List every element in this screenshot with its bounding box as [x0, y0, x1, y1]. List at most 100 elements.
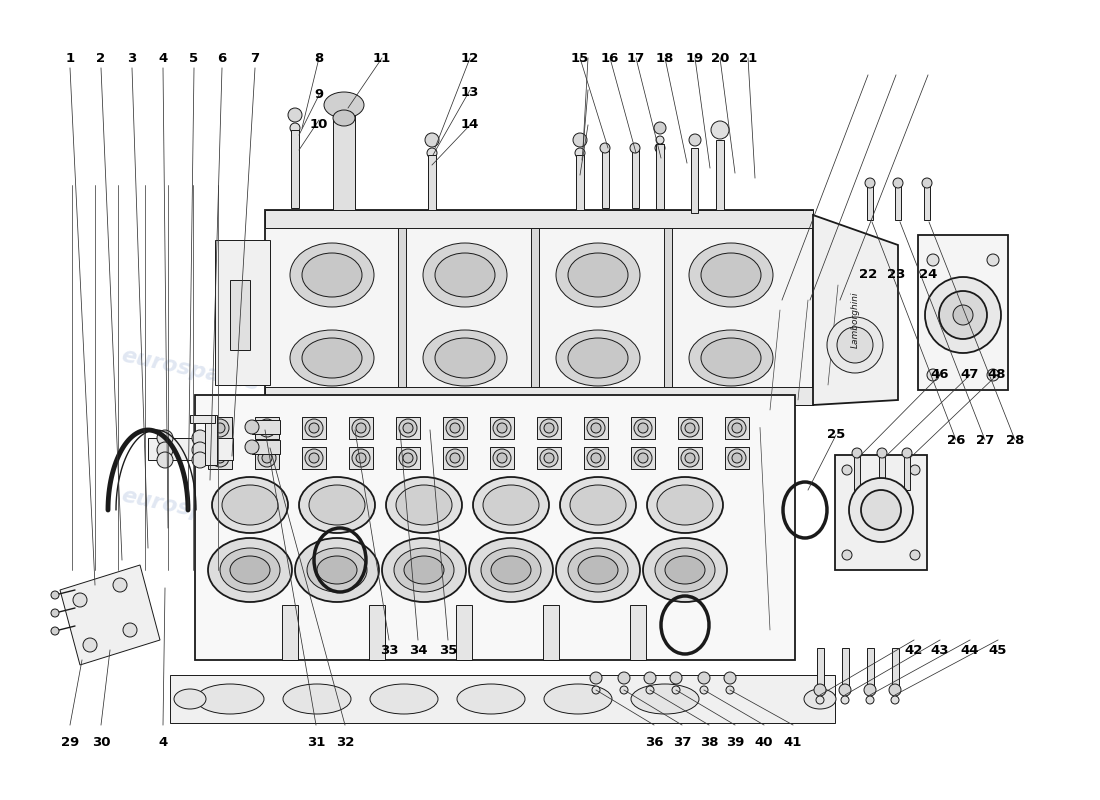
Bar [208, 417, 232, 439]
Bar [904, 455, 910, 490]
Text: 36: 36 [645, 735, 663, 749]
Circle shape [889, 684, 901, 696]
Bar [584, 417, 608, 439]
Circle shape [866, 696, 874, 704]
Circle shape [356, 453, 366, 463]
Circle shape [698, 672, 710, 684]
Bar [842, 648, 849, 686]
Ellipse shape [290, 330, 374, 386]
Circle shape [591, 453, 601, 463]
Text: 39: 39 [726, 735, 745, 749]
Bar [265, 210, 813, 228]
Bar [302, 447, 326, 469]
Bar [584, 447, 608, 469]
Circle shape [842, 465, 852, 475]
Ellipse shape [647, 477, 723, 533]
Circle shape [245, 440, 258, 454]
Circle shape [700, 686, 708, 694]
Circle shape [728, 419, 746, 437]
Bar [691, 148, 698, 213]
Circle shape [587, 449, 605, 467]
Text: 6: 6 [218, 51, 227, 65]
Circle shape [192, 452, 208, 468]
Bar [817, 648, 824, 686]
Ellipse shape [307, 548, 367, 592]
Bar [835, 455, 927, 570]
Circle shape [711, 121, 729, 139]
Circle shape [728, 449, 746, 467]
Text: eurospares: eurospares [119, 486, 261, 534]
Bar [924, 185, 930, 220]
Bar [368, 605, 385, 660]
Bar [195, 395, 795, 660]
Circle shape [902, 448, 912, 458]
Ellipse shape [473, 477, 549, 533]
Text: 35: 35 [439, 643, 458, 657]
Circle shape [910, 550, 920, 560]
Text: 33: 33 [379, 643, 398, 657]
Text: 1: 1 [65, 51, 75, 65]
Ellipse shape [568, 338, 628, 378]
Circle shape [893, 178, 903, 188]
Bar [602, 148, 609, 208]
Circle shape [987, 254, 999, 266]
Circle shape [157, 452, 173, 468]
Bar [214, 240, 270, 385]
Ellipse shape [299, 477, 375, 533]
Ellipse shape [208, 538, 292, 602]
Circle shape [590, 672, 602, 684]
Circle shape [927, 254, 939, 266]
Ellipse shape [556, 330, 640, 386]
Ellipse shape [491, 556, 531, 584]
Ellipse shape [434, 253, 495, 297]
Text: Lamborghini: Lamborghini [850, 292, 859, 348]
Circle shape [113, 578, 127, 592]
Bar [252, 420, 280, 434]
Circle shape [724, 672, 736, 684]
Ellipse shape [469, 538, 553, 602]
Ellipse shape [309, 485, 365, 525]
Text: 47: 47 [960, 369, 979, 382]
Bar [230, 280, 250, 350]
Circle shape [587, 419, 605, 437]
Bar [725, 447, 749, 469]
Text: 26: 26 [947, 434, 965, 446]
Bar [148, 438, 233, 460]
Ellipse shape [370, 684, 438, 714]
Ellipse shape [701, 253, 761, 297]
Bar [456, 605, 472, 660]
Circle shape [842, 550, 852, 560]
Bar [302, 417, 326, 439]
Circle shape [953, 305, 974, 325]
Bar [490, 447, 514, 469]
Ellipse shape [222, 485, 278, 525]
Ellipse shape [689, 330, 773, 386]
Circle shape [861, 490, 901, 530]
Text: eurospares: eurospares [619, 266, 761, 314]
Text: 22: 22 [859, 269, 877, 282]
Bar [576, 155, 584, 210]
Ellipse shape [290, 243, 374, 307]
Bar [867, 648, 875, 686]
Circle shape [638, 453, 648, 463]
Bar [265, 210, 813, 405]
Circle shape [816, 696, 824, 704]
Circle shape [842, 696, 849, 704]
Ellipse shape [481, 548, 541, 592]
Ellipse shape [568, 548, 628, 592]
Text: 12: 12 [461, 51, 480, 65]
Circle shape [891, 696, 899, 704]
Ellipse shape [302, 338, 362, 378]
Circle shape [192, 430, 208, 446]
Ellipse shape [644, 538, 727, 602]
Ellipse shape [556, 538, 640, 602]
Circle shape [544, 423, 554, 433]
Text: eurospares: eurospares [409, 295, 551, 345]
Bar [537, 447, 561, 469]
Ellipse shape [295, 538, 380, 602]
Text: eurospares: eurospares [619, 455, 761, 505]
Text: 42: 42 [905, 643, 923, 657]
Circle shape [450, 423, 460, 433]
Circle shape [681, 419, 698, 437]
Bar [282, 605, 298, 660]
